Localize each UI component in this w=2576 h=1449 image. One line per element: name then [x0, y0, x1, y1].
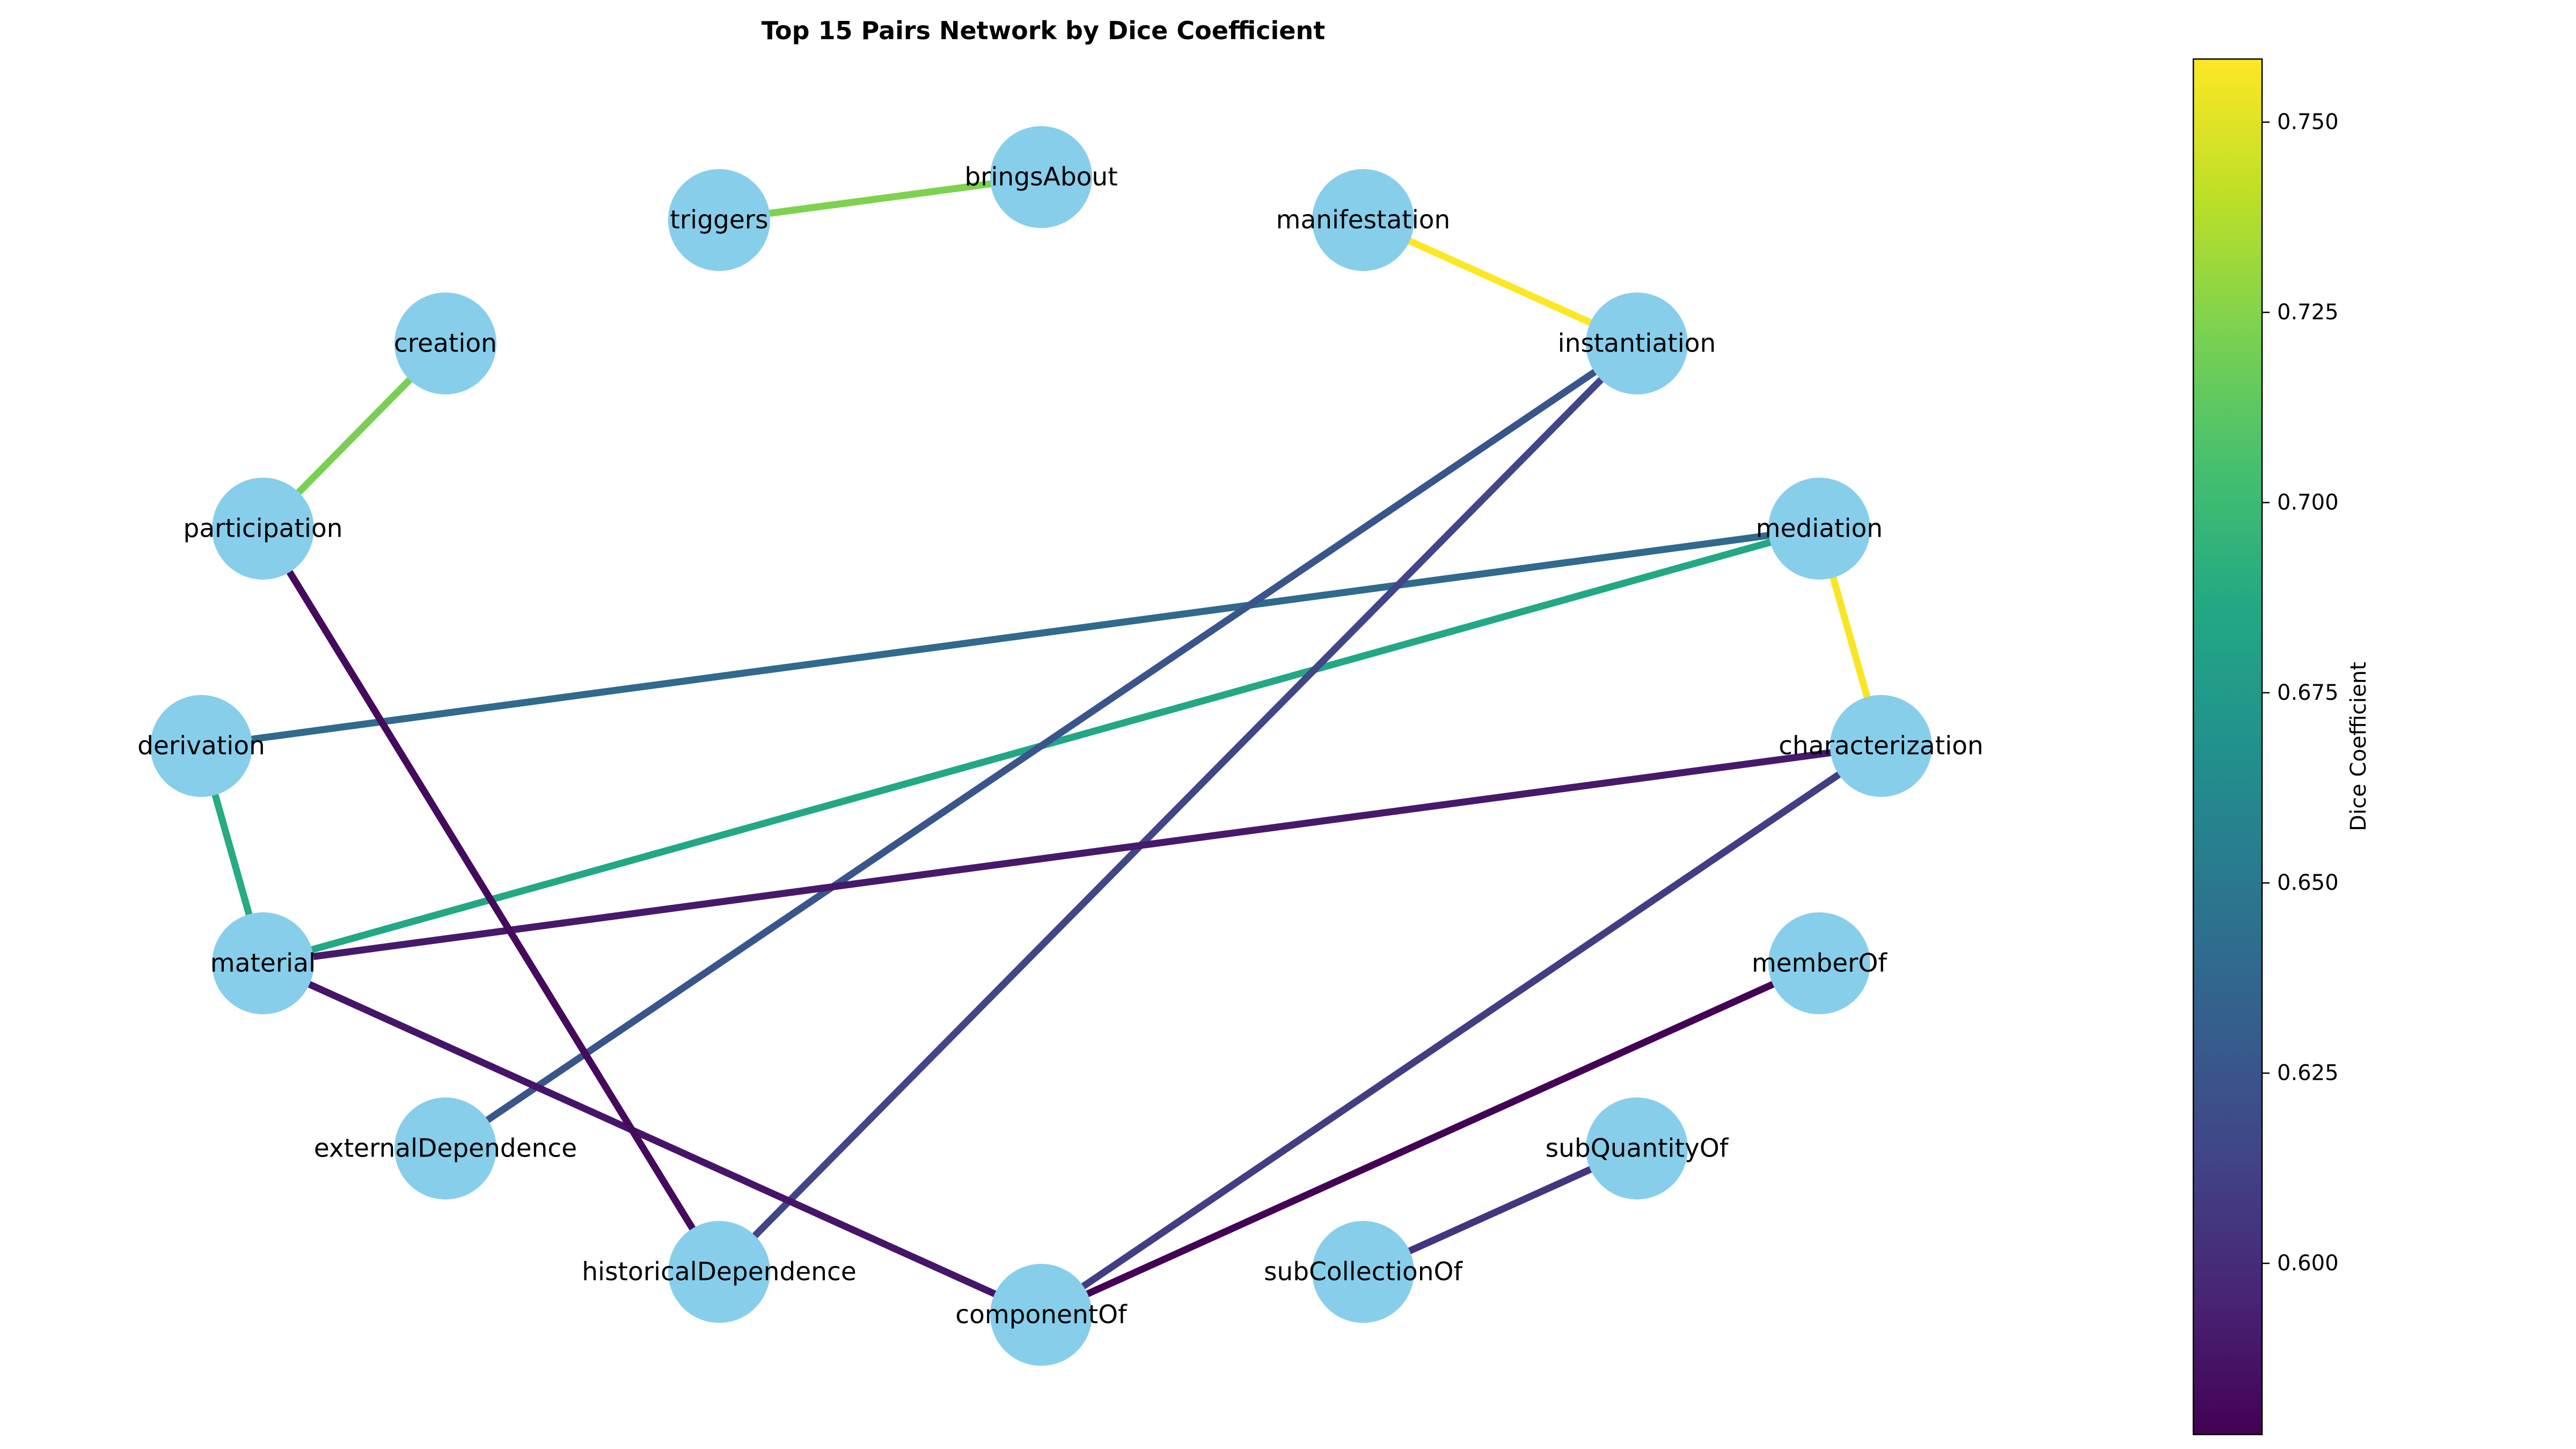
node-label-instantiation: instantiation	[1558, 329, 1716, 358]
chart-title: Top 15 Pairs Network by Dice Coefficient	[761, 16, 1326, 45]
colorbar-tick-label: 0.675	[2277, 680, 2339, 705]
node-creation	[394, 292, 496, 394]
colorbar-ticks: 0.600 0.625 0.650 0.675 0.700 0.725 0.750	[2262, 110, 2339, 1276]
node-label-brings-about: bringsAbout	[964, 163, 1117, 192]
node-material	[212, 912, 314, 1014]
node-label-mediation: mediation	[1756, 514, 1883, 544]
node-label-derivation: derivation	[137, 731, 265, 761]
node-instantiation	[1586, 292, 1688, 394]
edge-material-characterization	[262, 742, 1882, 967]
colorbar: 0.600 0.625 0.650 0.675 0.700 0.725 0.750 Dice…	[2192, 58, 2371, 1436]
colorbar-tick-label: 0.750	[2277, 110, 2339, 135]
colorbar-tick-label: 0.625	[2277, 1061, 2339, 1086]
edge-member-of-component-of	[1040, 960, 1821, 1318]
colorbar-tick-label: 0.650	[2277, 870, 2339, 895]
node-external-dependence	[394, 1097, 496, 1199]
node-label-external-dependence: externalDependence	[314, 1134, 577, 1163]
node-label-sub-quantity-of: subQuantityOf	[1546, 1134, 1729, 1163]
node-label-characterization: characterization	[1779, 731, 1984, 761]
node-participation	[212, 478, 314, 580]
node-label-component-of: componentOf	[955, 1300, 1128, 1330]
colorbar-tick-label: 0.700	[2277, 490, 2339, 515]
node-member-of	[1768, 912, 1870, 1014]
node-component-of	[990, 1264, 1092, 1366]
edge-participation-historical-dependence	[260, 526, 722, 1274]
colorbar-label: Dice Coefficient	[2346, 662, 2371, 831]
node-mediation	[1768, 478, 1870, 580]
edge-triggers-brings-about	[719, 173, 1042, 224]
edge-instantiation-external-dependence	[443, 340, 1639, 1152]
node-characterization	[1830, 695, 1932, 797]
node-derivation	[150, 695, 252, 797]
edge-material-component-of	[261, 960, 1043, 1318]
node-sub-collection-of	[1312, 1221, 1414, 1323]
edge-derivation-mediation	[201, 525, 1820, 750]
node-brings-about	[990, 126, 1092, 228]
node-label-sub-collection-of: subCollectionOf	[1264, 1257, 1463, 1287]
nodes-layer	[150, 126, 1932, 1366]
node-label-creation: creation	[394, 329, 497, 358]
node-manifestation	[1312, 169, 1414, 271]
edge-instantiation-historical-dependence	[716, 341, 1640, 1275]
node-triggers	[668, 169, 770, 271]
node-label-historical-dependence: historicalDependence	[582, 1257, 857, 1287]
colorbar-gradient	[2192, 58, 2263, 1436]
node-label-participation: participation	[183, 514, 342, 544]
node-label-member-of: memberOf	[1752, 949, 1888, 978]
edge-characterization-component-of	[1039, 743, 1883, 1318]
node-label-manifestation: manifestation	[1276, 206, 1451, 235]
colorbar-tick-label: 0.725	[2277, 300, 2339, 325]
node-historical-dependence	[668, 1221, 770, 1323]
node-label-triggers: triggers	[670, 206, 768, 235]
node-sub-quantity-of	[1586, 1097, 1688, 1199]
node-label-material: material	[210, 949, 316, 978]
node-labels-layer: bringsAbout triggers manifestation instanti…	[137, 163, 1984, 1330]
colorbar-tick-label: 0.600	[2277, 1251, 2339, 1276]
